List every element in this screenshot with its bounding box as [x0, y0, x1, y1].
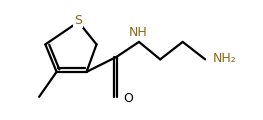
- Text: O: O: [123, 92, 133, 105]
- Text: NH: NH: [128, 26, 147, 39]
- Text: S: S: [74, 14, 82, 27]
- Text: NH₂: NH₂: [213, 52, 236, 65]
